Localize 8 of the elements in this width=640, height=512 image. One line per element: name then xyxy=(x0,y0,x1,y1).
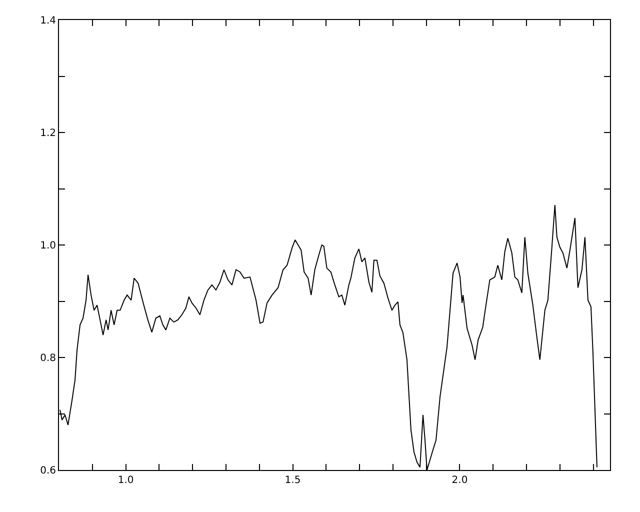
x-tick-label: 2.0 xyxy=(452,475,468,486)
x-tick-label: 1.0 xyxy=(118,475,134,486)
y-tick-label: 1.2 xyxy=(40,128,56,139)
y-tick-label: 1.0 xyxy=(40,240,56,252)
y-tick-label: 0.8 xyxy=(40,353,56,364)
x-tick-label: 1.5 xyxy=(284,475,301,486)
y-tick-label: 0.6 xyxy=(40,466,56,476)
y-tick-label: 1.4 xyxy=(40,16,56,26)
